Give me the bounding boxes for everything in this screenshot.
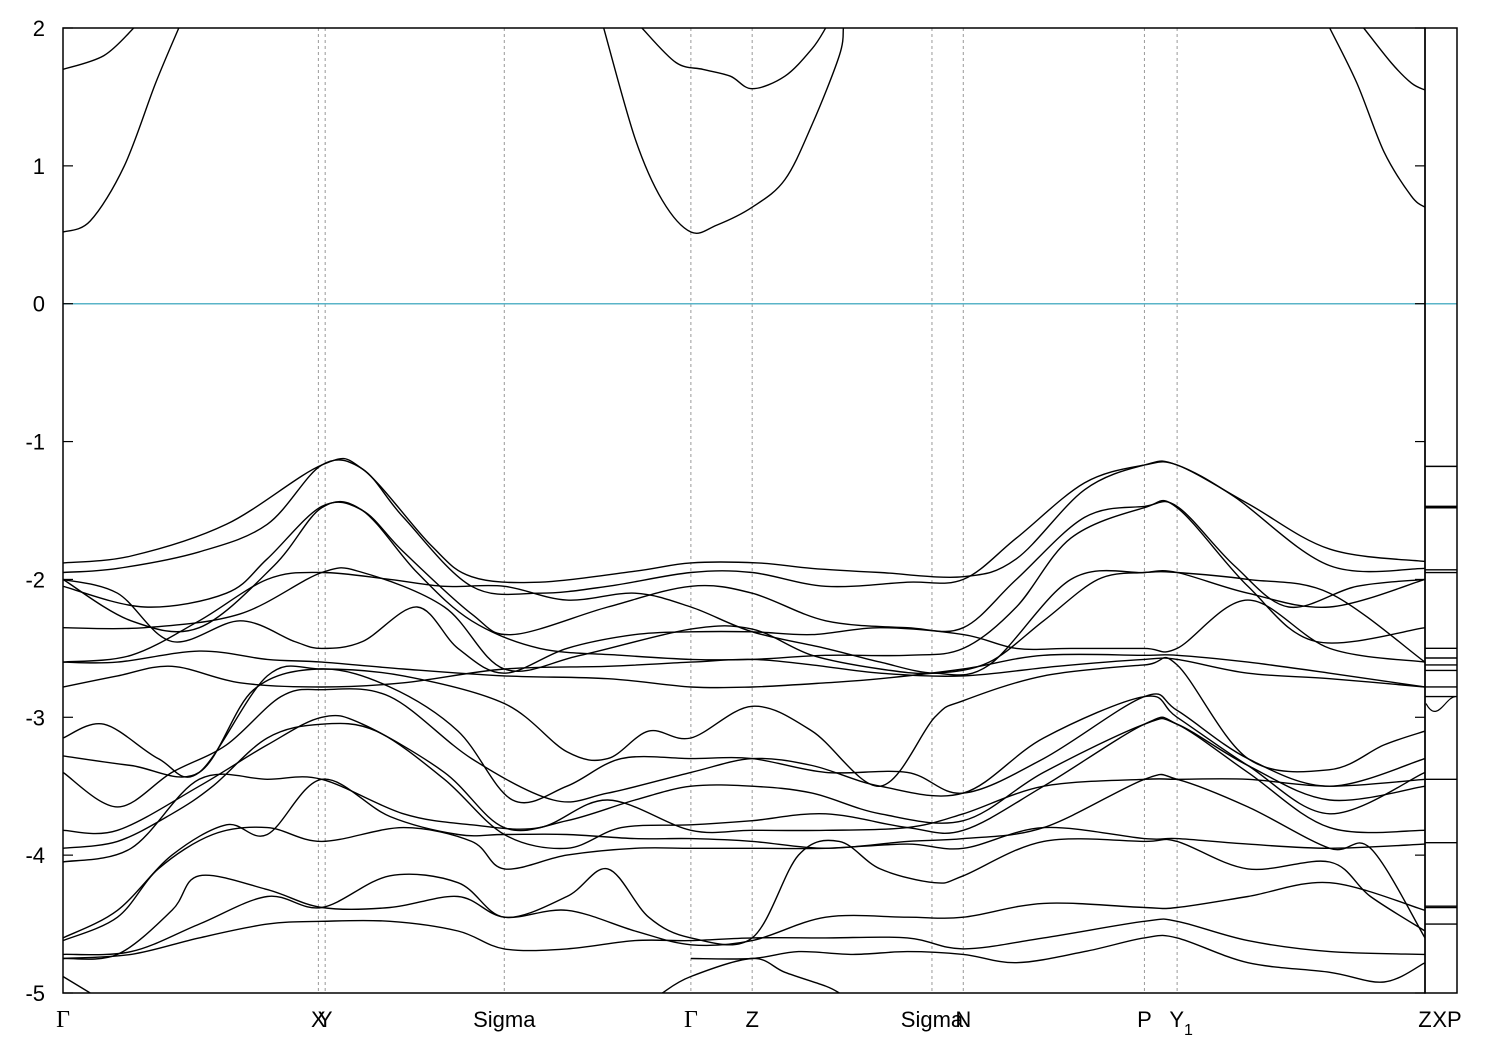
band-line-19 xyxy=(63,714,1425,835)
band-line-12 xyxy=(63,569,1425,676)
kpoint-label: Γ xyxy=(684,1007,698,1033)
kpoint-label: N xyxy=(955,1007,971,1032)
band-line-13 xyxy=(63,578,1425,674)
ytick-label: -3 xyxy=(25,705,45,730)
band-line-2 xyxy=(63,28,180,233)
band-line-5 xyxy=(1329,28,1425,208)
kpoint-label: Sigma xyxy=(473,1007,536,1032)
band-line-20 xyxy=(63,716,1425,850)
kpoint-label: Y xyxy=(318,1007,333,1032)
kpoint-label: P xyxy=(1137,1007,1152,1032)
band-line-22 xyxy=(63,773,1425,939)
kpoint-label: Γ xyxy=(56,1007,70,1033)
ytick-label: 0 xyxy=(33,292,45,317)
band-line-8 xyxy=(63,459,1425,596)
band-line-15 xyxy=(63,650,1425,689)
band-lines xyxy=(63,28,1425,993)
ytick-label: 2 xyxy=(33,16,45,41)
band-line-11 xyxy=(63,567,1425,675)
ytick-label: -4 xyxy=(25,843,45,868)
band-line-3 xyxy=(603,28,845,234)
axes-frame xyxy=(62,27,1458,994)
panel-frame xyxy=(1424,27,1458,994)
ytick-label: -2 xyxy=(25,567,45,592)
band-line-4 xyxy=(641,28,827,90)
band-line-7 xyxy=(63,457,1425,584)
band-line-23 xyxy=(63,826,1425,942)
band-line-17 xyxy=(63,668,1425,804)
panel-curve xyxy=(1425,696,1456,712)
band-line-24 xyxy=(63,838,1425,956)
ytick-label: 1 xyxy=(33,154,45,179)
band-line-18 xyxy=(63,688,1425,815)
band-line-14 xyxy=(63,657,1425,688)
band-line-6 xyxy=(1363,28,1425,91)
band-line-29 xyxy=(690,934,1425,983)
ytick-label: -5 xyxy=(25,981,45,1006)
kpoint-label: Y1 xyxy=(1169,1007,1193,1039)
kpoint-label: X xyxy=(311,1007,326,1032)
band-line-1 xyxy=(63,28,135,71)
kpoint-label: Sigma xyxy=(901,1007,964,1032)
band-line-25 xyxy=(63,874,1425,960)
band-line-27 xyxy=(63,975,91,993)
right-panel-label: XP xyxy=(1432,1007,1461,1032)
band-line-26 xyxy=(63,918,1425,960)
band-line-16 xyxy=(63,656,1425,787)
kpoint-label-subscript: 1 xyxy=(1184,1022,1193,1039)
band-line-9 xyxy=(63,500,1425,636)
gridlines xyxy=(317,28,1178,993)
kpoint-label: Z xyxy=(1418,1007,1431,1032)
ytick-label: -1 xyxy=(25,430,45,455)
band-line-28 xyxy=(661,957,840,993)
kpoint-label: Z xyxy=(745,1007,758,1032)
right-panel xyxy=(1425,465,1457,925)
